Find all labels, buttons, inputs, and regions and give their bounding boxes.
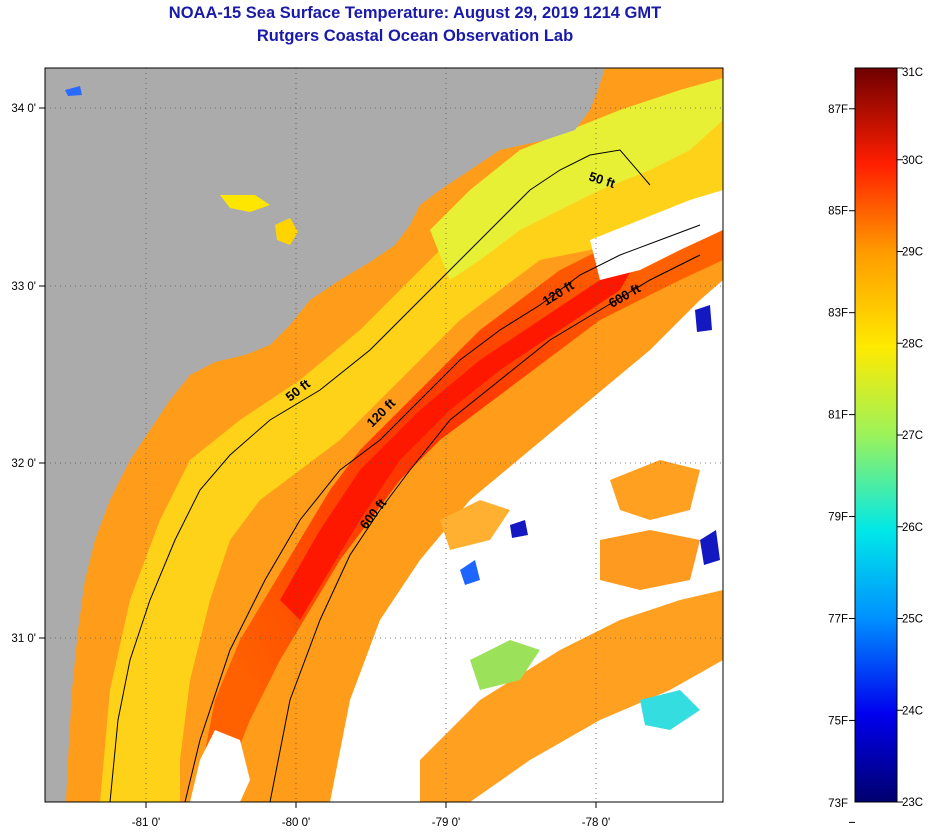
inland-lake (220, 195, 270, 212)
isobath-600ft (269, 254, 701, 802)
colorbar-celsius-label: 30C (902, 155, 923, 167)
offshore-warm-patch (610, 460, 700, 520)
cloud-mask (590, 190, 723, 280)
cloud-mask (190, 730, 250, 802)
colorbar-fahrenheit-label: 75F (828, 715, 848, 727)
longitude-tick-label: -80 0' (282, 817, 310, 829)
colorbar-fahrenheit-label: 73F (828, 798, 848, 810)
colorbar-celsius-label: 23C (902, 797, 923, 809)
colorbar-fahrenheit-label: 87F (828, 104, 848, 116)
offshore-cool-patch (460, 560, 480, 585)
latitude-tick-label: 31 0' (11, 633, 36, 645)
isobath-50ft (109, 149, 651, 802)
axis-ticks (39, 107, 597, 808)
latitude-tick-label: 32 0' (11, 458, 36, 470)
colorbar-celsius-label: 27C (902, 430, 923, 442)
latitude-tick-label: 34 0' (11, 103, 36, 115)
colorbar-celsius-label: 25C (902, 614, 923, 626)
colorbar-celsius-label: 31C (902, 67, 923, 79)
colorbar-celsius-label: 26C (902, 522, 923, 534)
graticule (45, 68, 723, 802)
offshore-cool-patch (510, 520, 528, 538)
colorbar-celsius-label: 24C (902, 705, 923, 717)
colorbar-fahrenheit-label: 85F (828, 206, 848, 218)
latitude-tick-label: 33 0' (11, 281, 36, 293)
offshore-cool-patch (700, 530, 720, 565)
offshore-warm-patch (600, 530, 700, 590)
offshore-cool-patch (640, 690, 700, 730)
colorbar: 87F 85F 83F 81F 79F 77F 75F 73F 31C 30C 29C 28C 27C… (828, 67, 923, 823)
colorbar-fahrenheit-label: 79F (828, 512, 848, 524)
colorbar-fahrenheit-label: 83F (828, 308, 848, 320)
map-frame (44, 67, 724, 803)
nearshore-greenish-band (430, 78, 723, 280)
colorbar-fahrenheit-label: 77F (828, 614, 848, 626)
isobath-120ft (184, 224, 701, 802)
inland-lake (275, 218, 298, 245)
colorbar-celsius-label: 28C (902, 338, 923, 350)
gulf-stream-hottest (280, 255, 640, 620)
colorbar-celsius-label: 29C (902, 247, 923, 259)
offshore-warm-patch (440, 500, 510, 550)
longitude-tick-label: -79 0' (432, 817, 460, 829)
inland-lake (65, 86, 82, 96)
map-subtitle: Rutgers Coastal Ocean Observation Lab (256, 27, 574, 45)
colorbar-fahrenheit-label: 81F (828, 410, 848, 422)
offshore-cool-patch (695, 305, 712, 332)
offshore-warm-patch (420, 590, 723, 802)
longitude-tick-label: -78 0' (582, 817, 610, 829)
map-title: NOAA-15 Sea Surface Temperature: August … (168, 4, 662, 22)
longitude-tick-label: -81 0' (132, 817, 160, 829)
colorbar-gradient (854, 67, 898, 803)
offshore-cool-patch (470, 640, 540, 690)
land-mass (45, 68, 605, 802)
